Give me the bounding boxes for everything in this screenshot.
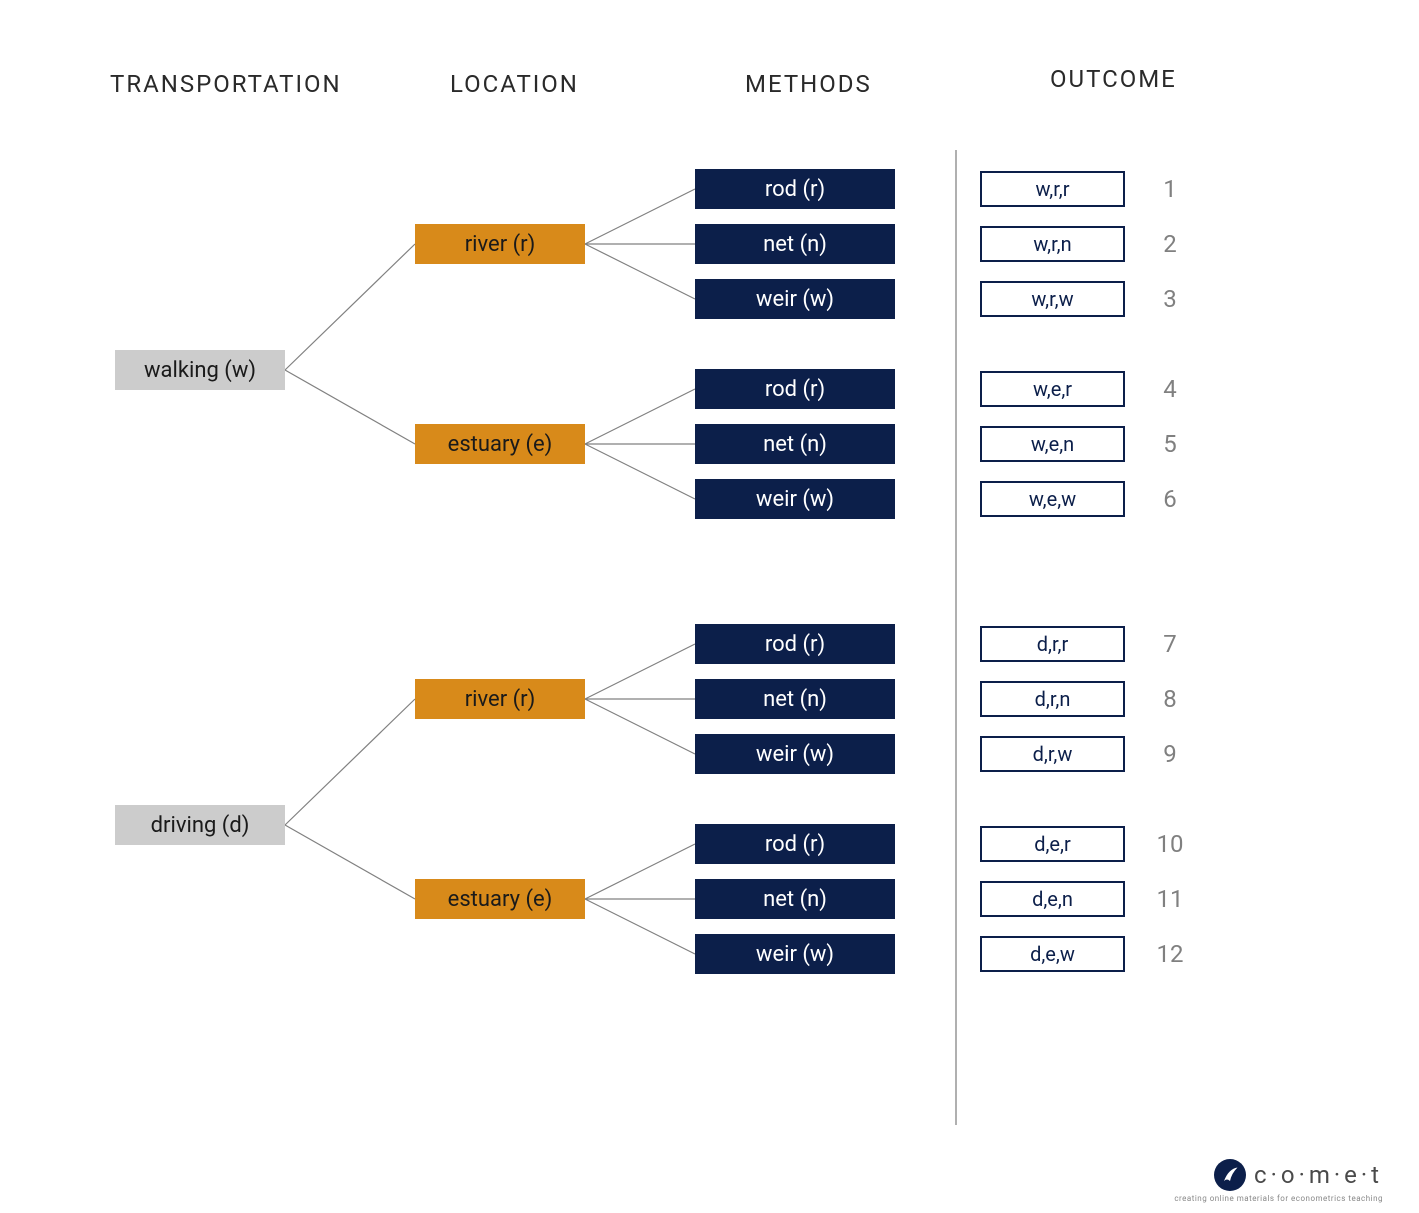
location-node-d-e: estuary (e)	[415, 879, 585, 919]
outcome-box-11: d,e,n	[980, 881, 1125, 917]
outcome-number-8: 8	[1150, 685, 1190, 713]
method-node-d-e-n: net (n)	[695, 879, 895, 919]
method-node-w-r-r: rod (r)	[695, 169, 895, 209]
transport-node-w: walking (w)	[115, 350, 285, 390]
header-location: LOCATION	[450, 70, 579, 98]
header-outcome: OUTCOME	[1050, 65, 1177, 93]
outcome-number-11: 11	[1150, 885, 1190, 913]
outcome-box-9: d,r,w	[980, 736, 1125, 772]
method-node-d-e-w: weir (w)	[695, 934, 895, 974]
outcome-number-4: 4	[1150, 375, 1190, 403]
method-node-w-e-n: net (n)	[695, 424, 895, 464]
outcome-box-4: w,e,r	[980, 371, 1125, 407]
outcome-number-1: 1	[1150, 175, 1190, 203]
outcome-number-5: 5	[1150, 430, 1190, 458]
method-node-d-r-r: rod (r)	[695, 624, 895, 664]
outcome-box-10: d,e,r	[980, 826, 1125, 862]
method-node-w-r-w: weir (w)	[695, 279, 895, 319]
outcome-box-2: w,r,n	[980, 226, 1125, 262]
comet-icon	[1214, 1159, 1246, 1191]
outcome-box-6: w,e,w	[980, 481, 1125, 517]
method-node-d-e-r: rod (r)	[695, 824, 895, 864]
outcome-box-1: w,r,r	[980, 171, 1125, 207]
outcome-box-5: w,e,n	[980, 426, 1125, 462]
logo-subtext: creating online materials for econometri…	[1174, 1194, 1383, 1203]
method-node-w-e-w: weir (w)	[695, 479, 895, 519]
outcome-box-7: d,r,r	[980, 626, 1125, 662]
method-node-w-r-n: net (n)	[695, 224, 895, 264]
transport-node-d: driving (d)	[115, 805, 285, 845]
method-node-d-r-w: weir (w)	[695, 734, 895, 774]
location-node-w-e: estuary (e)	[415, 424, 585, 464]
header-methods: METHODS	[745, 70, 872, 98]
location-node-w-r: river (r)	[415, 224, 585, 264]
header-transportation: TRANSPORTATION	[110, 70, 342, 98]
outcome-number-7: 7	[1150, 630, 1190, 658]
location-node-d-r: river (r)	[415, 679, 585, 719]
outcome-number-3: 3	[1150, 285, 1190, 313]
logo: c·o·m·e·t	[1214, 1159, 1383, 1191]
outcome-number-10: 10	[1150, 830, 1190, 858]
outcome-number-9: 9	[1150, 740, 1190, 768]
method-node-w-e-r: rod (r)	[695, 369, 895, 409]
outcome-number-6: 6	[1150, 485, 1190, 513]
outcome-number-2: 2	[1150, 230, 1190, 258]
outcome-box-12: d,e,w	[980, 936, 1125, 972]
logo-text: c·o·m·e·t	[1254, 1161, 1383, 1189]
outcome-separator-line	[955, 150, 957, 1125]
method-node-d-r-n: net (n)	[695, 679, 895, 719]
outcome-box-3: w,r,w	[980, 281, 1125, 317]
outcome-number-12: 12	[1150, 940, 1190, 968]
outcome-box-8: d,r,n	[980, 681, 1125, 717]
